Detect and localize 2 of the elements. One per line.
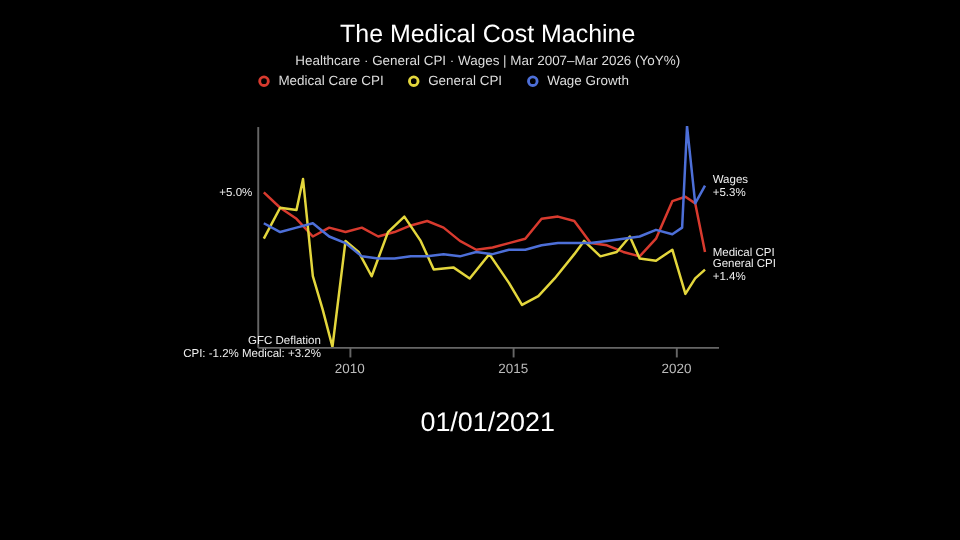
text: 01/01/2021	[420, 407, 555, 438]
chart-title: The Medical Cost Machine	[340, 19, 636, 48]
